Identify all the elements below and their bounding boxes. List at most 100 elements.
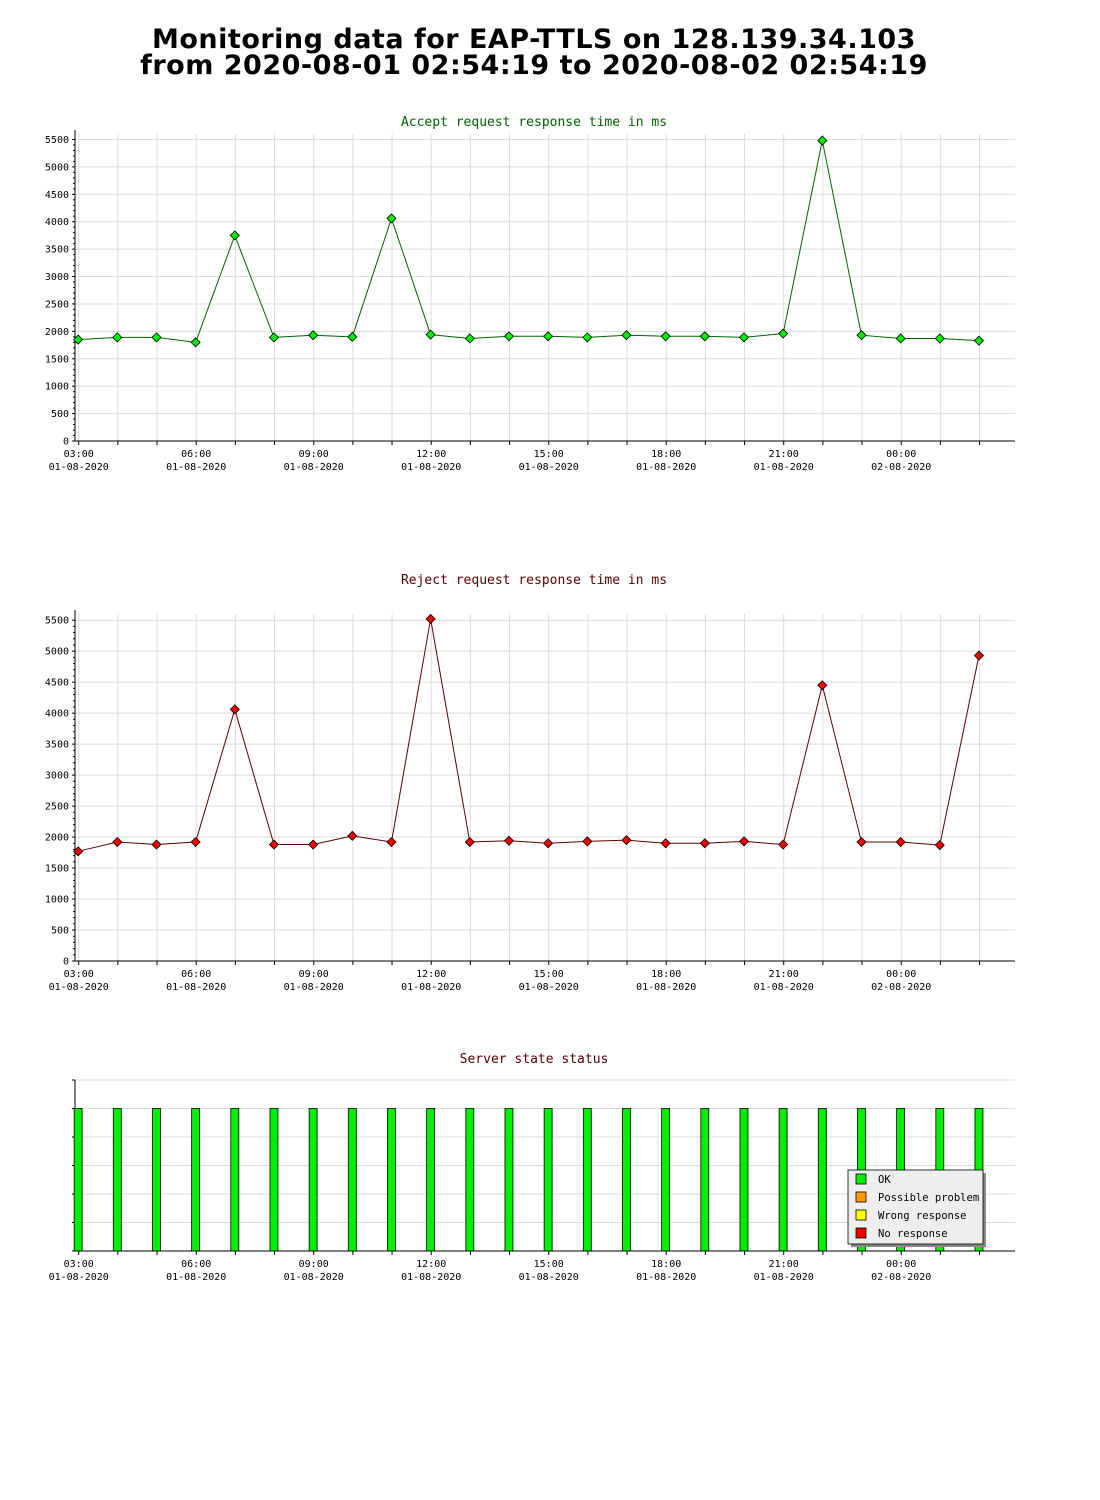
status-x-tick-time: 15:00 xyxy=(534,1259,564,1270)
status-x-tick-time: 06:00 xyxy=(181,1259,211,1270)
reject-data-point xyxy=(73,846,84,857)
status-bar xyxy=(347,1108,357,1252)
status-bar xyxy=(387,1108,396,1252)
accept-series-line xyxy=(78,140,979,343)
reject-x-tick-date: 01-08-2020 xyxy=(636,982,696,993)
accept-x-tick-time: 21:00 xyxy=(769,449,799,460)
status-bar xyxy=(230,1108,240,1252)
accept-y-tick-label: 5500 xyxy=(45,135,69,146)
accept-x-tick-date: 01-08-2020 xyxy=(49,462,109,473)
reject-data-point xyxy=(543,838,554,849)
accept-data-point xyxy=(778,328,789,339)
legend-label: Possible problem xyxy=(878,1192,979,1204)
accept-x-tick-time: 03:00 xyxy=(64,449,94,460)
reject-y-tick-label: 5500 xyxy=(45,616,69,627)
reject-y-tick-label: 2000 xyxy=(45,833,69,844)
reject-data-point xyxy=(895,836,906,848)
accept-y-tick-label: 3500 xyxy=(45,245,69,256)
legend-swatch xyxy=(855,1191,867,1203)
status-bar xyxy=(778,1108,788,1252)
accept-data-point xyxy=(738,332,750,343)
reject-data-point xyxy=(347,830,358,841)
status-x-tick-date: 01-08-2020 xyxy=(401,1272,461,1283)
accept-y-tick-label: 4000 xyxy=(45,217,69,228)
accept-data-point xyxy=(268,332,280,343)
reject-x-tick-date: 01-08-2020 xyxy=(166,982,226,993)
legend-swatch xyxy=(855,1173,867,1185)
reject-x-tick-time: 15:00 xyxy=(534,969,564,980)
reject-data-point xyxy=(229,704,240,715)
status-x-tick-time: 00:00 xyxy=(886,1259,916,1270)
accept-x-tick-time: 15:00 xyxy=(534,449,564,460)
accept-data-point xyxy=(582,332,593,343)
legend-label: Wrong response xyxy=(878,1210,967,1222)
status-bar xyxy=(426,1108,436,1252)
accept-y-tick-label: 3000 xyxy=(45,272,69,283)
status-x-tick-date: 01-08-2020 xyxy=(519,1272,579,1283)
status-bar xyxy=(152,1108,161,1252)
reject-series-line xyxy=(78,618,980,852)
accept-data-point xyxy=(660,331,671,342)
page-title-line2: from 2020-08-01 02:54:19 to 2020-08-02 0… xyxy=(140,50,928,81)
reject-y-tick-label: 5000 xyxy=(45,647,69,658)
status-bar xyxy=(191,1108,201,1252)
accept-data-point xyxy=(425,329,436,340)
status-x-tick-time: 18:00 xyxy=(651,1259,681,1270)
reject-data-point xyxy=(386,836,397,848)
reject-y-tick-label: 500 xyxy=(51,926,69,937)
accept-data-point xyxy=(347,331,358,342)
status-x-tick-date: 01-08-2020 xyxy=(49,1272,109,1283)
accept-data-point xyxy=(386,213,397,224)
reject-y-tick-label: 1000 xyxy=(45,895,69,906)
status-chart-title: Server state status xyxy=(460,1052,609,1067)
reject-data-point xyxy=(112,836,123,848)
accept-data-point xyxy=(73,334,84,345)
accept-data-point xyxy=(621,330,632,341)
status-x-tick-date: 02-08-2020 xyxy=(871,1272,931,1283)
accept-x-tick-date: 01-08-2020 xyxy=(401,462,461,473)
reject-x-tick-date: 01-08-2020 xyxy=(519,982,579,993)
reject-y-tick-label: 1500 xyxy=(45,864,69,875)
reject-data-point xyxy=(503,835,515,846)
accept-y-tick-label: 1000 xyxy=(45,382,69,393)
reject-data-point xyxy=(151,839,162,850)
accept-data-point xyxy=(699,331,710,342)
accept-data-point xyxy=(934,333,945,344)
reject-y-tick-label: 3500 xyxy=(45,740,69,751)
reject-chart-title: Reject request response time in ms xyxy=(401,573,667,588)
reject-x-tick-time: 00:00 xyxy=(886,969,916,980)
accept-data-point xyxy=(503,331,515,342)
accept-x-tick-date: 01-08-2020 xyxy=(284,462,344,473)
accept-y-tick-label: 2000 xyxy=(45,327,69,338)
reject-y-tick-label: 4500 xyxy=(45,678,69,689)
reject-x-tick-time: 06:00 xyxy=(181,969,211,980)
accept-data-point xyxy=(543,331,554,342)
accept-data-point xyxy=(229,230,240,241)
accept-x-tick-time: 12:00 xyxy=(416,449,446,460)
accept-y-tick-label: 4500 xyxy=(45,190,69,201)
reject-x-tick-date: 01-08-2020 xyxy=(49,982,109,993)
reject-y-tick-label: 4000 xyxy=(45,709,69,720)
accept-x-tick-date: 02-08-2020 xyxy=(871,462,931,473)
reject-data-point xyxy=(973,650,985,661)
accept-data-point xyxy=(112,332,123,343)
legend-label: OK xyxy=(878,1174,891,1186)
reject-data-point xyxy=(190,836,201,848)
status-x-tick-date: 01-08-2020 xyxy=(166,1272,226,1283)
accept-y-tick-label: 5000 xyxy=(45,162,69,173)
status-bar xyxy=(504,1108,514,1252)
accept-data-point xyxy=(895,333,906,344)
reject-data-point xyxy=(778,839,789,850)
accept-data-point xyxy=(817,135,828,146)
reject-data-point xyxy=(425,613,436,625)
reject-data-point xyxy=(308,839,319,850)
status-x-tick-time: 09:00 xyxy=(299,1259,329,1270)
status-x-tick-date: 01-08-2020 xyxy=(754,1272,814,1283)
reject-data-point xyxy=(621,835,632,846)
reject-y-tick-label: 2500 xyxy=(45,802,69,813)
reject-x-tick-time: 12:00 xyxy=(416,969,446,980)
status-bar xyxy=(661,1108,671,1252)
accept-data-point xyxy=(973,335,985,346)
reject-data-point xyxy=(738,836,750,847)
page-title-line1: Monitoring data for EAP-TTLS on 128.139.… xyxy=(152,24,916,55)
